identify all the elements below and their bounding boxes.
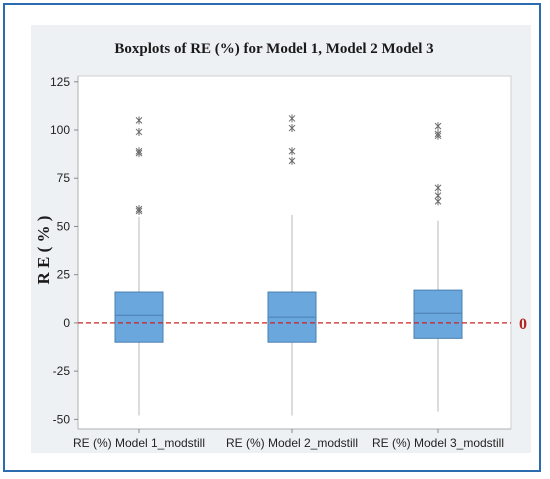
y-tick-label: -25: [53, 364, 71, 378]
reference-line-group: 0: [78, 316, 527, 333]
outlier-marker: [434, 129, 442, 138]
outlier-marker: [434, 183, 442, 192]
outlier-marker: [288, 114, 296, 123]
x-axis: RE (%) Model 1_modstill RE (%) Model 2_mo…: [73, 428, 511, 450]
plot-area: [77, 75, 512, 430]
outlier-marker: [434, 122, 442, 131]
outlier-marker: [288, 156, 296, 165]
y-tick-label: 25: [57, 268, 71, 282]
y-tick-label: 50: [57, 219, 71, 233]
outlier-marker: [135, 127, 143, 136]
boxplot-chart: Boxplots of RE (%) for Model 1, Model 2 …: [5, 5, 539, 470]
figure-frame: Boxplots of RE (%) for Model 1, Model 2 …: [3, 3, 541, 472]
y-tick-label: 125: [50, 75, 70, 89]
x-category-label: RE (%) Model 2_modstill: [226, 436, 358, 450]
y-tick-label: 75: [57, 171, 71, 185]
outlier-marker: [135, 116, 143, 125]
x-category-label: RE (%) Model 1_modstill: [73, 436, 205, 450]
outlier-marker: [288, 124, 296, 133]
iqr-box: [114, 291, 164, 343]
outlier-marker: [434, 191, 442, 200]
y-tick-label: -50: [53, 412, 71, 426]
outlier-marker: [135, 147, 143, 156]
x-category-label: RE (%) Model 3_modstill: [372, 436, 504, 450]
box-group: [413, 122, 463, 412]
iqr-box: [413, 289, 463, 339]
box-group: [267, 114, 317, 416]
y-axis: -50 -25 0 25 50 75 100 125: [50, 75, 79, 429]
chart-title: Boxplots of RE (%) for Model 1, Model 2 …: [114, 41, 433, 57]
reference-line-label: 0: [519, 316, 527, 333]
outlier-marker: [288, 147, 296, 156]
boxplot-series: [114, 114, 463, 416]
y-tick-label: 0: [63, 316, 70, 330]
box-group: [114, 116, 164, 416]
y-axis-label: R E ( % ): [34, 216, 53, 285]
y-tick-label: 100: [50, 123, 70, 137]
outlier-marker: [135, 205, 143, 214]
